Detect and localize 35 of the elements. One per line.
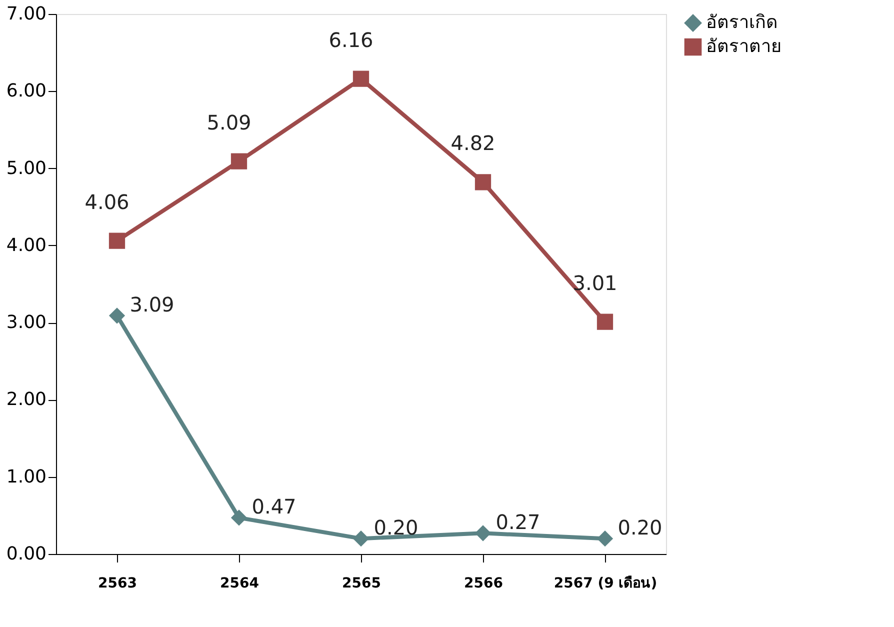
data-label: 0.20 [374,516,418,540]
data-label: 0.27 [496,510,540,534]
point [352,70,370,87]
y-tick-label: 2.00 [6,389,46,410]
legend-label: อัตราเกิด [706,12,778,33]
y-tick-label: 1.00 [6,466,46,488]
point [474,525,492,542]
y-tick-label: 0.00 [6,544,46,564]
data-label: 3.01 [572,270,618,295]
point [230,510,248,526]
legend-label: อัตราตาย [706,36,782,57]
data-label: 6.16 [328,28,374,52]
x-tick-label: 2563 [98,576,137,592]
y-tick-label: 3.00 [6,312,46,334]
point [230,153,248,170]
x-tick-label: 2567 (9 เดือน) [554,576,658,592]
point [352,530,370,547]
data-label: 0.47 [252,494,296,519]
x-tick-label: 2565 [342,576,381,592]
point [108,232,126,249]
y-tick-label: 6.00 [6,80,46,102]
y-tick-label: 7.00 [6,4,46,24]
x-tick-label: 2566 [464,576,503,592]
y-tick-label: 4.00 [6,234,46,256]
point [596,314,614,330]
point [596,530,614,547]
data-label: 0.20 [618,516,662,540]
point [108,308,126,324]
data-label: 4.82 [450,131,496,156]
y-tick-label: 5.00 [6,158,46,179]
x-tick-label: 2564 [220,576,260,592]
data-label: 4.06 [84,190,130,214]
data-label: 3.09 [130,292,174,317]
data-label: 5.09 [206,110,252,134]
point [474,174,492,190]
